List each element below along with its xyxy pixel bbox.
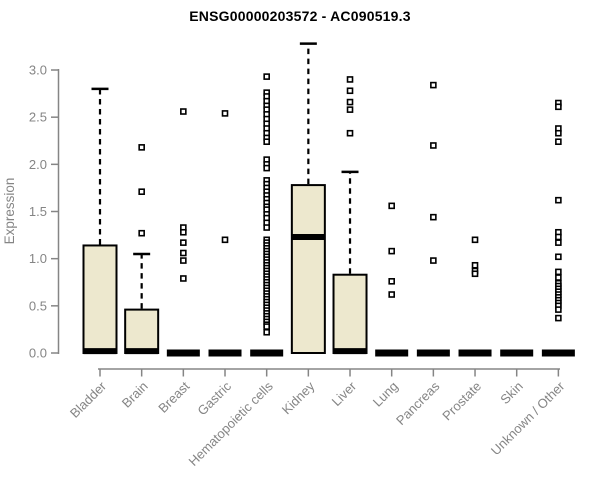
y-tick-label: 0.5 (29, 298, 47, 313)
outlier-point (138, 188, 145, 195)
flat-box (416, 349, 450, 357)
outlier-point (430, 257, 437, 264)
outlier-point (555, 314, 562, 322)
outlier-point (263, 323, 270, 330)
outlier-point (180, 249, 187, 257)
outlier-point (555, 268, 562, 276)
outlier-point (346, 106, 354, 113)
x-tick-label: Pancreas (393, 378, 443, 428)
outlier-point (263, 224, 270, 231)
outlier-point (430, 142, 437, 149)
flat-box (250, 349, 284, 357)
outlier-point (180, 275, 187, 282)
y-tick-label: 0.0 (29, 346, 47, 361)
x-tick-label: Lung (370, 379, 401, 410)
x-tick-label: Prostate (439, 379, 484, 424)
outlier-point (471, 270, 479, 278)
outlier-point (346, 129, 354, 137)
outlier-point (555, 306, 562, 313)
outlier-point (388, 291, 395, 298)
flat-box (166, 349, 200, 357)
box (332, 273, 368, 354)
outlier-point (346, 98, 354, 106)
y-tick-label: 2.0 (29, 157, 47, 172)
outlier-point (180, 228, 187, 236)
x-tick-label: Unknown / Other (488, 378, 568, 458)
flat-box (541, 349, 575, 357)
y-tick-label: 2.5 (29, 110, 47, 125)
outlier-point (555, 253, 562, 261)
x-tick-label: Breast (155, 378, 192, 415)
outlier-point (388, 202, 395, 210)
outlier-point (180, 108, 187, 115)
outlier-point (263, 328, 270, 336)
outlier-point (138, 229, 145, 237)
chart-title: ENSG00000203572 - AC090519.3 (189, 8, 411, 24)
outlier-point (555, 103, 562, 111)
outlier-point (430, 81, 437, 89)
outlier-point (388, 247, 395, 255)
x-tick-label: Skin (497, 379, 525, 407)
outlier-point (263, 73, 270, 80)
outlier-point (138, 144, 145, 151)
outlier-point (263, 164, 270, 172)
box (82, 244, 118, 355)
outlier-point (346, 76, 354, 83)
outlier-point (180, 239, 187, 246)
flat-box (458, 349, 492, 357)
x-tick-label: Liver (329, 378, 360, 409)
outlier-point (555, 196, 562, 204)
outlier-point (388, 278, 395, 285)
y-axis-label: Expression (2, 178, 17, 245)
y-tick-label: 3.0 (29, 63, 47, 78)
outlier-point (555, 274, 562, 281)
outlier-point (263, 138, 270, 146)
x-tick-label: Gastric (194, 378, 234, 418)
x-tick-label: Bladder (67, 378, 110, 421)
box (124, 308, 160, 354)
y-tick-label: 1.5 (29, 204, 47, 219)
outlier-point (555, 138, 562, 146)
outlier-point (221, 110, 229, 117)
outlier-point (555, 233, 562, 241)
outlier-point (221, 236, 229, 244)
flat-box (208, 349, 242, 357)
outlier-point (555, 129, 562, 137)
outlier-point (471, 261, 479, 269)
outlier-point (346, 87, 354, 95)
outlier-point (471, 236, 479, 244)
outlier-point (180, 257, 187, 264)
x-tick-label: Kidney (279, 378, 318, 417)
flat-box (500, 349, 534, 357)
y-tick-label: 1.0 (29, 251, 47, 266)
flat-box (375, 349, 409, 357)
box (290, 184, 326, 354)
x-tick-label: Brain (119, 379, 151, 411)
outlier-point (555, 239, 562, 246)
outlier-point (430, 213, 437, 221)
